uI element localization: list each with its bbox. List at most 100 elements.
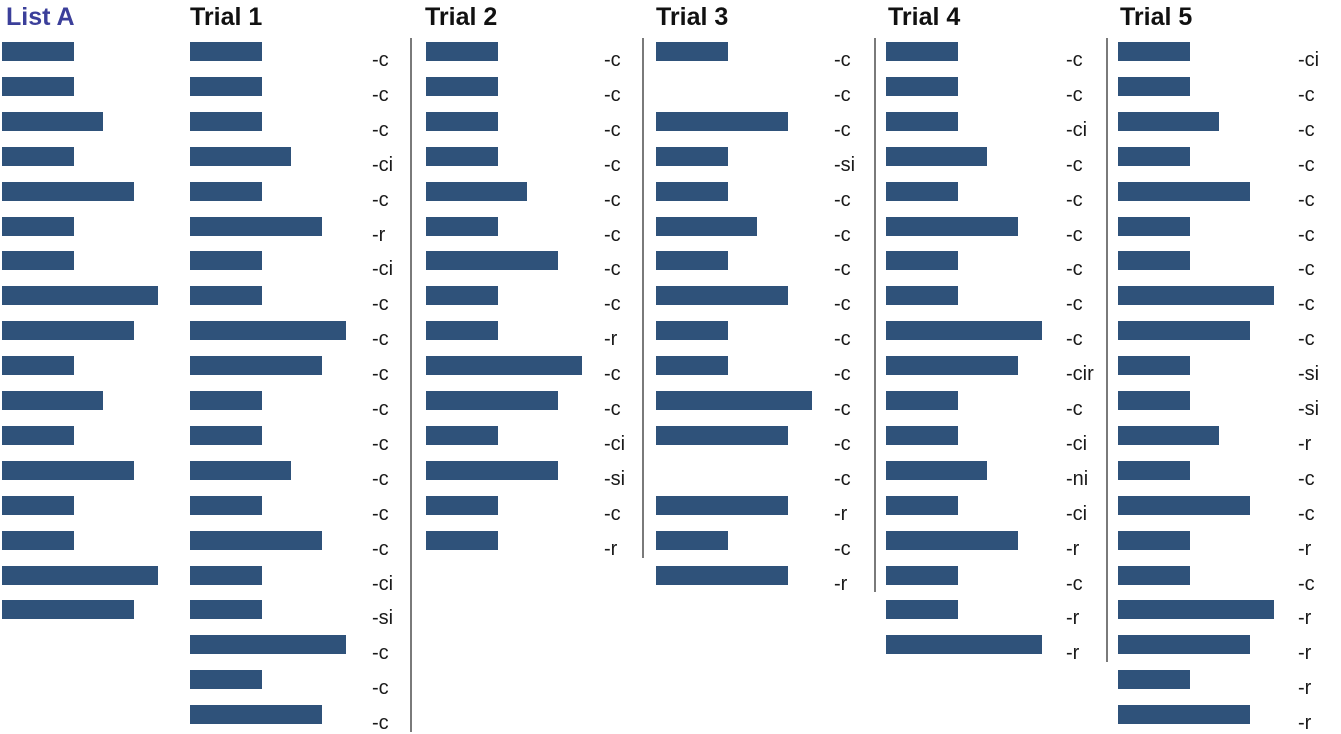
response-code: -c — [604, 502, 621, 525]
response-code: -c — [1066, 83, 1083, 106]
word-bar — [2, 181, 134, 201]
word-bar — [886, 216, 1018, 236]
word-bar — [190, 216, 322, 236]
response-code: -si — [1298, 363, 1320, 386]
word-bar — [2, 146, 74, 166]
response-code: -c — [604, 49, 621, 71]
word-bar — [1118, 635, 1250, 655]
response-code: -c — [1066, 258, 1083, 281]
word-bar — [426, 356, 582, 376]
response-code: -ni — [1066, 467, 1089, 490]
response-code: -c — [834, 223, 851, 246]
response-code: -c — [372, 642, 389, 665]
word-bar — [886, 286, 958, 306]
word-bar — [2, 530, 74, 550]
word-bar — [886, 391, 958, 410]
response-code: -c — [372, 188, 389, 211]
word-bar — [886, 565, 958, 585]
response-code: -c — [372, 677, 389, 700]
word-bar — [1118, 321, 1250, 341]
response-code: -r — [834, 502, 848, 525]
word-bar — [656, 425, 788, 445]
response-code: -c — [372, 118, 389, 141]
response-code: -c — [834, 537, 851, 560]
word-bar — [2, 600, 134, 620]
response-code: -c — [1066, 398, 1083, 420]
word-bar — [190, 670, 262, 690]
word-bar — [1118, 391, 1190, 410]
response-code: -c — [1298, 153, 1315, 176]
word-bar — [190, 460, 291, 480]
word-bar — [1118, 76, 1190, 96]
word-bar — [426, 460, 558, 480]
response-code: -si — [372, 607, 394, 630]
word-bar — [1118, 530, 1190, 550]
word-bar — [1118, 181, 1250, 201]
column-divider — [1106, 38, 1108, 662]
response-code: -c — [372, 467, 389, 490]
word-bar — [886, 635, 1042, 655]
response-code: -r — [1298, 607, 1312, 630]
word-bar — [656, 111, 788, 131]
response-code: -c — [372, 398, 389, 420]
response-code: -si — [604, 467, 626, 490]
word-bar — [656, 530, 728, 550]
word-bar — [2, 425, 74, 445]
response-code: -c — [1298, 502, 1315, 525]
response-code: -c — [604, 223, 621, 246]
word-bar — [1118, 460, 1190, 480]
word-bar — [1118, 251, 1190, 271]
word-bar — [1118, 286, 1274, 306]
response-code: -c — [834, 258, 851, 281]
trial-1-title: Trial 1 — [190, 3, 263, 31]
response-code: -r — [1298, 432, 1312, 455]
response-code: -c — [372, 502, 389, 525]
response-code: -r — [604, 537, 618, 560]
trial-4-title: Trial 4 — [888, 3, 961, 31]
word-bar — [2, 460, 134, 480]
response-code: -c — [372, 49, 389, 71]
response-code: -si — [834, 153, 856, 176]
word-bar — [1118, 111, 1219, 131]
word-bar — [1118, 42, 1190, 61]
response-code: -c — [1066, 293, 1083, 316]
response-code: -r — [1298, 642, 1312, 665]
response-code: -r — [1298, 677, 1312, 700]
word-bar — [886, 251, 958, 271]
response-code: -c — [1066, 328, 1083, 351]
word-bar — [2, 321, 134, 341]
response-code: -c — [604, 363, 621, 386]
word-bar — [426, 530, 498, 550]
response-code: -c — [1298, 223, 1315, 246]
response-code: -c — [604, 83, 621, 106]
word-bar — [190, 635, 346, 655]
response-code: -r — [372, 223, 386, 246]
column-divider — [874, 38, 876, 592]
word-bar — [426, 251, 558, 271]
response-code: -c — [604, 398, 621, 420]
word-bar — [886, 111, 958, 131]
response-code: -ci — [372, 153, 394, 176]
response-code: -r — [1066, 537, 1080, 560]
word-bar — [886, 530, 1018, 550]
response-code: -c — [834, 293, 851, 316]
word-bar — [2, 565, 158, 585]
word-bar — [656, 321, 728, 341]
word-bar — [426, 391, 558, 410]
word-bar — [426, 146, 498, 166]
response-code: -r — [1066, 642, 1080, 665]
word-bar — [426, 42, 498, 61]
word-bar — [190, 356, 322, 376]
word-bar — [886, 76, 958, 96]
response-code: -c — [834, 467, 851, 490]
word-bar — [886, 146, 987, 166]
word-bar — [886, 181, 958, 201]
trial-3-title: Trial 3 — [656, 3, 729, 31]
column-divider — [642, 38, 644, 558]
word-bar — [656, 391, 812, 410]
word-bar — [190, 111, 262, 131]
response-code: -c — [1298, 572, 1315, 595]
word-bar — [190, 76, 262, 96]
word-bar — [2, 111, 103, 131]
word-bar — [886, 460, 987, 480]
